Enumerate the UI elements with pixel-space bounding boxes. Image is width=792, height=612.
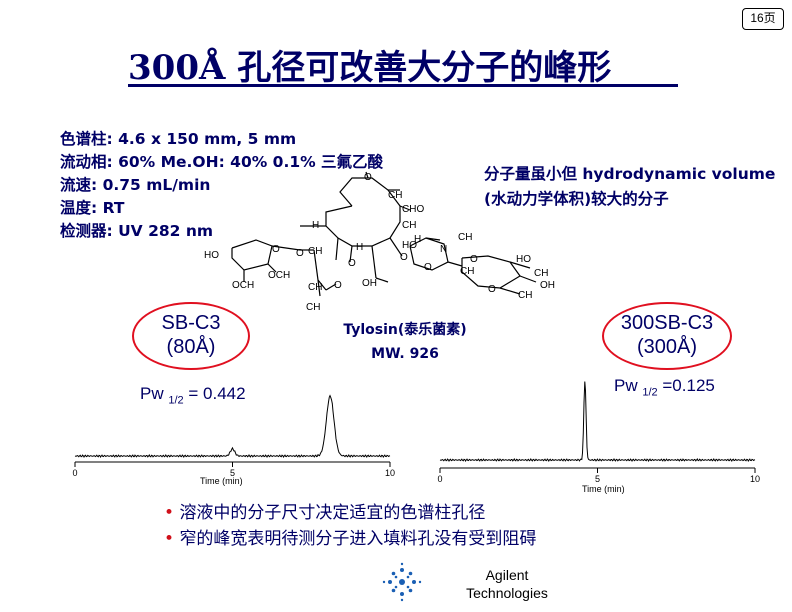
title-underline — [128, 84, 678, 87]
condition-mobile-phase: 流动相: 60% Me.OH: 40% 0.1% 三氟乙酸 — [60, 153, 384, 171]
left-chromatogram: 0 5 10 — [72, 394, 395, 478]
label-o-bottom: O — [334, 280, 342, 291]
label-ch2-b: CH — [308, 282, 322, 293]
right-axis-title: Time (min) — [582, 484, 625, 494]
bullet-2: • 窄的峰宽表明待测分子进入填料孔没有受到阻碍 — [164, 529, 537, 549]
label-ch2: CH — [402, 220, 416, 231]
label-o-right: O — [470, 254, 478, 265]
label-ch3-right: CH — [460, 266, 474, 277]
bullet-1: • 溶液中的分子尺寸决定适宜的色谱柱孔径 — [164, 503, 486, 523]
agilent-brand: Agilent Technologies — [466, 567, 548, 601]
label-ch3-right-low: CH — [534, 268, 548, 279]
x-tick-label: 10 — [750, 474, 760, 484]
label-h3c-mid: H — [356, 242, 363, 253]
label-ho-left: HO — [204, 250, 219, 261]
label-ho-mid: HO — [402, 240, 417, 251]
agilent-spark-icon — [382, 562, 422, 602]
label-ch3-low: CH — [306, 302, 320, 313]
compound-label: Tylosin(泰乐菌素) MW. 926 — [343, 322, 467, 362]
label-h3c-n: H — [414, 234, 421, 245]
condition-column: 色谱柱: 4.6 x 150 mm, 5 mm — [60, 130, 297, 148]
x-tick-label: 5 — [230, 468, 235, 478]
label-o-top: O — [364, 172, 372, 183]
x-tick-label: 5 — [595, 474, 600, 484]
label-o-c: O — [400, 252, 408, 263]
left-column-name: SB-C3 (80Å) — [161, 312, 221, 358]
right-pw-half: Pw 1/2 =0.125 — [614, 376, 715, 399]
left-column-ring — [132, 302, 250, 370]
label-och3-b: OCH — [232, 280, 254, 291]
label-o-left: O — [272, 244, 280, 255]
label-och3-a: OCH — [268, 270, 290, 281]
note-line-2: (水动力学体积)较大的分子 — [484, 190, 669, 208]
label-cho: CHO — [402, 204, 424, 215]
label-h3c-left: H — [312, 220, 319, 231]
left-pw-half: Pw 1/2 = 0.442 — [140, 384, 246, 407]
label-ho-right: HO — [516, 254, 531, 265]
chromatogram-trace — [74, 394, 391, 458]
label-o-sugar: O — [424, 262, 432, 273]
note-line-1: 分子量虽小但 hydrodynamic volume — [484, 165, 776, 183]
condition-detector: 检测器: UV 282 nm — [60, 222, 214, 240]
condition-flow-rate: 流速: 0.75 mL/min — [60, 176, 211, 194]
right-column-name: 300SB-C3 (300Å) — [620, 312, 714, 358]
slide-title: 300Å 孔径可改善大分子的峰形 — [128, 48, 612, 88]
x-tick-label: 0 — [437, 474, 442, 484]
label-ch-left: CH — [308, 246, 322, 257]
right-column-ring — [602, 302, 732, 370]
x-tick-label: 10 — [385, 468, 395, 478]
left-axis-title: Time (min) — [200, 476, 243, 486]
page-number-badge: 16页 — [742, 8, 784, 30]
label-o-right-ring: O — [488, 284, 496, 295]
label-o-ring: O — [296, 248, 304, 259]
label-o-mid: O — [348, 258, 356, 269]
label-ch3-bottom: CH — [518, 290, 532, 301]
label-oh-right: OH — [540, 280, 555, 291]
label-oh: OH — [362, 278, 377, 289]
condition-temperature: 温度: RT — [60, 199, 125, 217]
x-tick-label: 0 — [72, 468, 77, 478]
label-ch3-top: CH — [388, 190, 402, 201]
chromatogram-trace — [439, 381, 756, 462]
label-n: N — [440, 244, 447, 255]
label-ch3-n: CH — [458, 232, 472, 243]
right-chromatogram: 0 5 10 — [437, 381, 760, 484]
